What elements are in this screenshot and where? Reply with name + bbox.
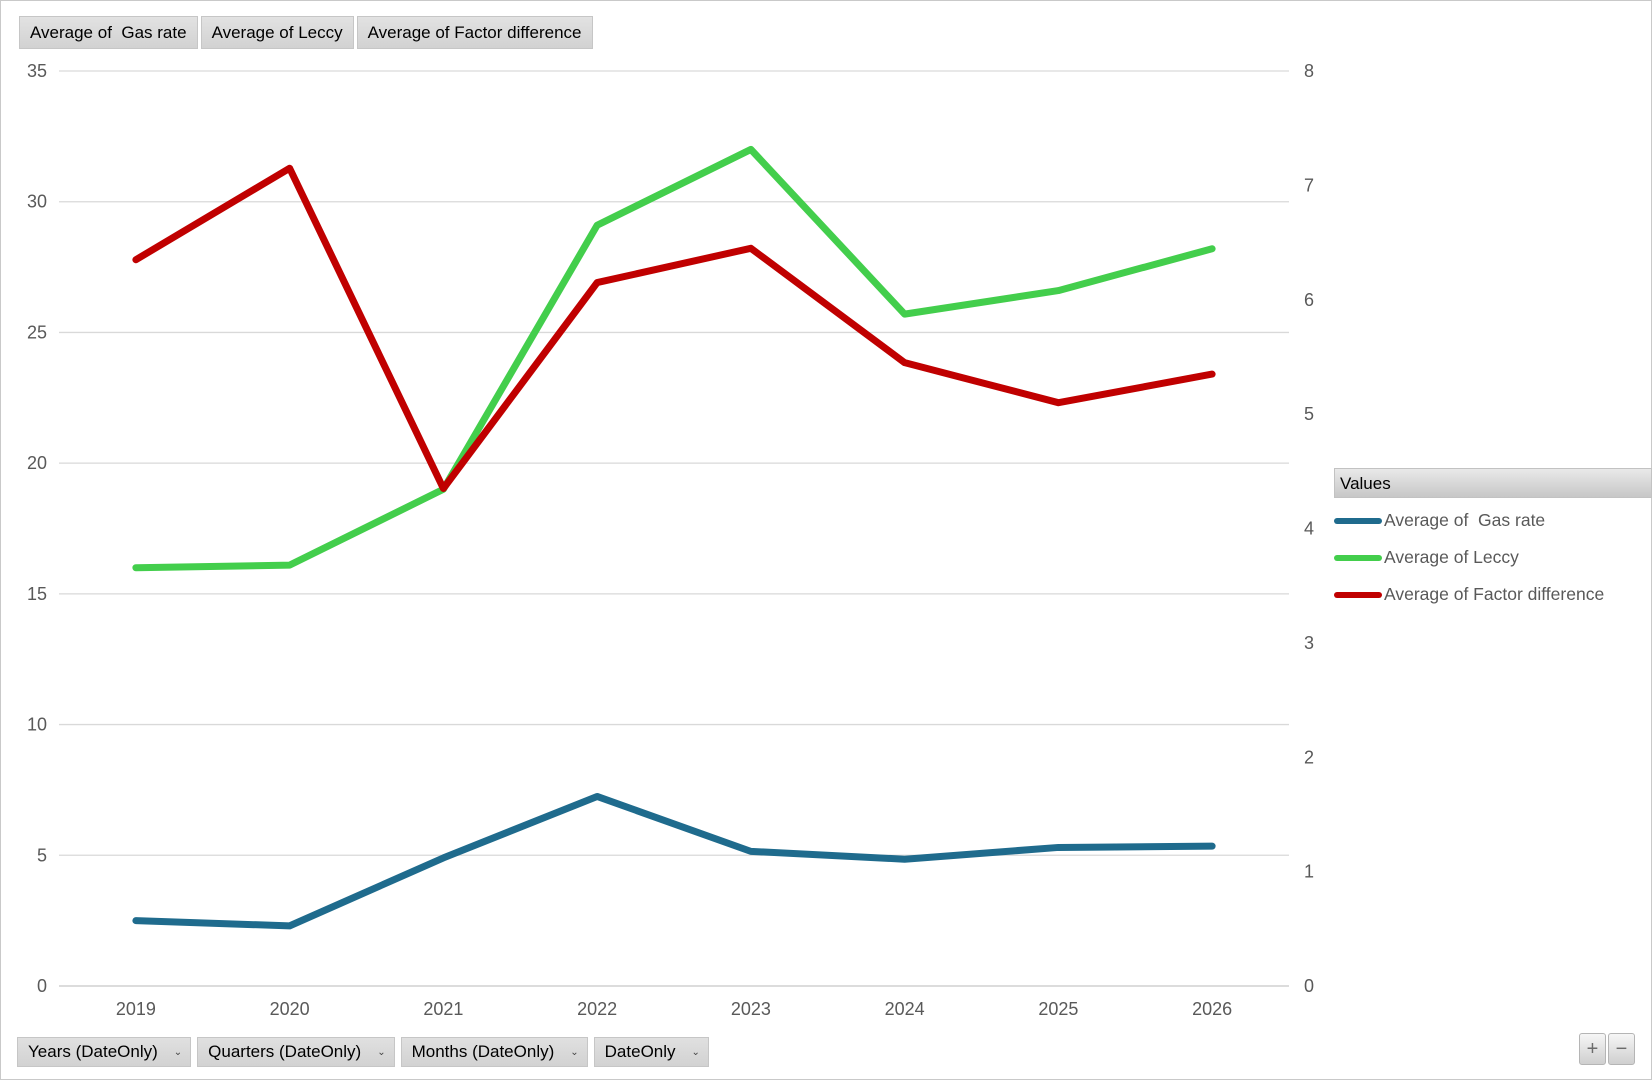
series-line-1[interactable] [132, 145, 1216, 572]
legend-item-gas-rate[interactable]: Average of Gas rate [1334, 502, 1652, 539]
right-axis-tick-label: 1 [1304, 862, 1314, 882]
axis-field-buttons: Years (DateOnly) ⌄ Quarters (DateOnly) ⌄… [17, 1037, 709, 1067]
legend-header-label: Values [1340, 474, 1391, 493]
left-axis-tick-label: 15 [27, 584, 47, 604]
legend-item-label: Average of Factor difference [1384, 584, 1605, 604]
field-button-gas-rate[interactable]: Average of Gas rate [19, 16, 198, 49]
chevron-down-icon[interactable]: ⌄ [173, 1047, 183, 1058]
chevron-down-icon[interactable]: ⌄ [691, 1047, 700, 1058]
left-axis-tick-label: 30 [27, 192, 47, 212]
legend-item-label: Average of Gas rate [1384, 510, 1546, 530]
field-button-months[interactable]: Months (DateOnly) ⌄ [400, 1037, 588, 1067]
x-axis-category-label: 2023 [731, 999, 771, 1019]
field-button-factor-difference[interactable]: Average of Factor difference [356, 16, 593, 49]
x-axis-category-label: 2024 [885, 999, 925, 1019]
plus-icon: + [1586, 1037, 1599, 1060]
field-button-years[interactable]: Years (DateOnly) ⌄ [17, 1037, 192, 1067]
x-axis-category-label: 2020 [270, 999, 310, 1019]
legend-item-leccy[interactable]: Average of Leccy [1334, 539, 1652, 576]
legend-line-swatch [1334, 591, 1382, 598]
x-axis-category-label: 2026 [1192, 999, 1232, 1019]
field-button-label: Quarters (DateOnly) [208, 1042, 362, 1061]
right-axis-tick-label: 8 [1304, 61, 1314, 81]
x-axis-category-label: 2021 [423, 999, 463, 1019]
x-axis-category-label: 2022 [577, 999, 617, 1019]
left-axis-tick-label: 25 [27, 322, 47, 342]
legend-line-swatch [1334, 554, 1382, 561]
legend-item-label: Average of Leccy [1384, 547, 1519, 567]
field-button-quarters[interactable]: Quarters (DateOnly) ⌄ [197, 1037, 395, 1067]
right-axis-tick-label: 7 [1304, 175, 1314, 195]
left-axis-tick-label: 0 [37, 976, 47, 996]
series-line-0[interactable] [132, 792, 1216, 930]
field-button-dateonly[interactable]: DateOnly ⌄ [593, 1037, 709, 1067]
left-axis-tick-label: 20 [27, 453, 47, 473]
right-axis-tick-label: 3 [1304, 633, 1314, 653]
field-button-label: Average of Factor difference [367, 23, 582, 42]
right-axis-tick-label: 5 [1304, 404, 1314, 424]
minus-icon: − [1615, 1037, 1628, 1060]
collapse-minus-button[interactable]: − [1608, 1033, 1635, 1065]
field-button-leccy[interactable]: Average of Leccy [200, 16, 354, 49]
x-axis-category-label: 2025 [1038, 999, 1078, 1019]
field-button-label: Average of Leccy [211, 23, 343, 42]
field-button-label: Average of Gas rate [30, 23, 187, 42]
legend-item-factor-difference[interactable]: Average of Factor difference [1334, 576, 1652, 613]
left-axis-tick-label: 5 [37, 845, 47, 865]
right-axis-tick-label: 4 [1304, 519, 1314, 539]
value-field-buttons: Average of Gas rate Average of Leccy Ave… [19, 16, 593, 49]
left-axis-tick-label: 35 [27, 61, 47, 81]
series-line-2[interactable] [132, 164, 1216, 492]
legend-line-swatch [1334, 517, 1382, 524]
field-button-label: Months (DateOnly) [411, 1042, 555, 1061]
x-axis-category-label: 2019 [116, 999, 156, 1019]
drill-buttons: + − [1579, 1033, 1635, 1065]
right-axis-tick-label: 6 [1304, 290, 1314, 310]
expand-plus-button[interactable]: + [1579, 1033, 1606, 1065]
field-button-label: DateOnly [604, 1042, 676, 1061]
right-axis-tick-label: 0 [1304, 976, 1314, 996]
chart-legend: Values Average of Gas rate Average of Le… [1334, 468, 1652, 613]
legend-items: Average of Gas rate Average of Leccy Ave… [1334, 498, 1652, 613]
right-axis-tick-label: 2 [1304, 747, 1314, 767]
chevron-down-icon[interactable]: ⌄ [377, 1047, 386, 1058]
field-button-label: Years (DateOnly) [28, 1042, 158, 1061]
legend-values-field-button[interactable]: Values [1334, 468, 1652, 498]
left-axis-tick-label: 10 [27, 715, 47, 735]
chevron-down-icon[interactable]: ⌄ [570, 1047, 579, 1058]
